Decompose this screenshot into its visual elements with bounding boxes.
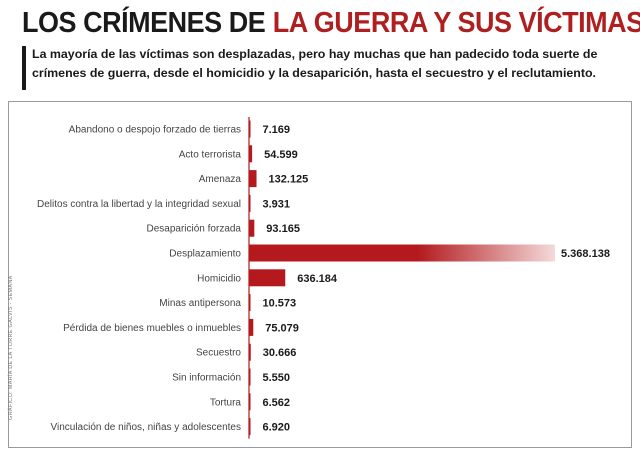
bar-desplazamiento xyxy=(249,244,555,262)
chart-title-part1: LOS CRÍMENES DE xyxy=(22,7,266,39)
category-label-tortura: Tortura xyxy=(210,397,242,408)
value-label-desaparicion-forzada: 93.165 xyxy=(266,223,300,235)
bar-delitos-contra-la-libertad-y-la-integridad-sexual xyxy=(249,194,251,212)
subtitle-accent-bar xyxy=(22,46,26,90)
bar-tortura xyxy=(249,393,251,411)
value-label-secuestro: 30.666 xyxy=(263,347,297,359)
bar-secuestro xyxy=(249,343,251,361)
value-label-delitos-contra-la-libertad-y-la-integridad-sexual: 3.931 xyxy=(263,198,291,210)
bar-desaparicion-forzada xyxy=(249,219,255,237)
bar-perdida-de-bienes-muebles-o-inmuebles xyxy=(249,318,254,336)
bar-vinculacion-de-ninos-ninas-y-adolescentes xyxy=(249,418,251,436)
category-label-perdida-de-bienes-muebles-o-inmuebles: Pérdida de bienes muebles o inmuebles xyxy=(63,323,241,334)
category-label-abandono-o-despojo-forzado-de-tierras: Abandono o despojo forzado de tierras xyxy=(69,125,241,136)
value-label-vinculacion-de-ninos-ninas-y-adolescentes: 6.920 xyxy=(263,422,291,434)
value-label-tortura: 6.562 xyxy=(263,397,291,409)
value-label-amenaza: 132.125 xyxy=(269,174,309,186)
chart-title: LOS CRÍMENES DE LA GUERRA Y SUS VÍCTIMAS xyxy=(22,6,640,40)
bar-minas-antipersona xyxy=(249,294,251,312)
bar-acto-terrorista xyxy=(249,145,253,163)
bar-sin-informacion xyxy=(249,368,251,386)
value-label-abandono-o-despojo-forzado-de-tierras: 7.169 xyxy=(263,124,291,136)
value-label-minas-antipersona: 10.573 xyxy=(263,298,297,310)
value-label-sin-informacion: 5.550 xyxy=(263,372,291,384)
category-label-desaparicion-forzada: Desaparición forzada xyxy=(147,224,242,235)
category-label-acto-terrorista: Acto terrorista xyxy=(179,149,242,160)
bar-homicidio xyxy=(249,269,286,287)
chart-subtitle: La mayoría de las víctimas son desplazad… xyxy=(32,47,598,80)
chart-frame xyxy=(8,101,632,448)
category-label-delitos-contra-la-libertad-y-la-integridad-sexual: Delitos contra la libertad y la integrid… xyxy=(37,199,241,210)
category-label-minas-antipersona: Minas antipersona xyxy=(159,298,241,309)
value-label-acto-terrorista: 54.599 xyxy=(264,149,298,161)
bar-abandono-o-despojo-forzado-de-tierras xyxy=(249,120,251,138)
category-label-sin-informacion: Sin información xyxy=(172,373,241,384)
value-label-homicidio: 636.184 xyxy=(297,273,338,285)
category-label-vinculacion-de-ninos-ninas-y-adolescentes: Vinculación de niños, niñas y adolescent… xyxy=(51,422,242,433)
chart-title-part2: LA GUERRA Y SUS VÍCTIMAS xyxy=(272,7,640,39)
value-label-perdida-de-bienes-muebles-o-inmuebles: 75.079 xyxy=(265,322,299,334)
category-label-secuestro: Secuestro xyxy=(196,348,241,359)
bar-amenaza xyxy=(249,170,257,188)
category-label-amenaza: Amenaza xyxy=(199,174,242,185)
category-label-homicidio: Homicidio xyxy=(197,273,241,284)
value-label-desplazamiento: 5.368.138 xyxy=(561,248,610,260)
category-label-desplazamiento: Desplazamiento xyxy=(169,249,241,260)
